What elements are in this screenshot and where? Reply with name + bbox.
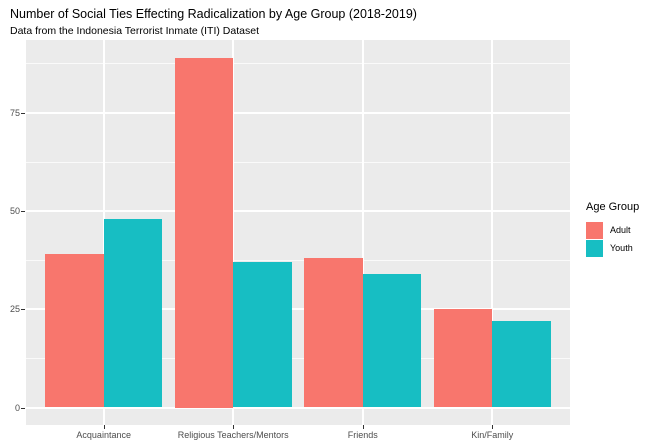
chart-subtitle: Data from the Indonesia Terrorist Inmate… <box>10 25 259 37</box>
bar-youth-3 <box>362 273 422 408</box>
gridline-vertical <box>491 40 494 425</box>
legend-entry-youth: Youth <box>586 239 639 257</box>
bar-youth-2 <box>233 261 292 408</box>
y-tick-label: 25 <box>9 304 20 315</box>
bar-adult-2 <box>174 57 234 408</box>
y-tick-mark <box>21 210 25 212</box>
legend: Age Group Adult Youth <box>586 201 639 257</box>
y-tick-label: 75 <box>9 107 20 118</box>
y-tick-mark <box>21 407 25 409</box>
gridline-minor <box>26 260 570 262</box>
bar-adult-3 <box>304 258 363 408</box>
y-tick-label: 0 <box>14 402 20 413</box>
x-category-label: Acquaintance <box>76 430 131 440</box>
x-tick-mark <box>492 425 494 429</box>
gridline-vertical <box>232 40 235 425</box>
y-tick-mark <box>21 309 25 311</box>
bar-youth-4 <box>492 320 551 408</box>
x-category-label: Religious Teachers/Mentors <box>177 430 289 440</box>
x-tick-mark <box>103 425 105 429</box>
legend-entry-adult: Adult <box>586 221 639 239</box>
legend-swatch-youth-icon <box>586 239 603 257</box>
gridline-major <box>26 308 570 311</box>
legend-label-youth: Youth <box>610 243 633 253</box>
gridline-major <box>26 209 570 212</box>
plot-panel <box>26 40 570 425</box>
legend-title: Age Group <box>586 201 640 213</box>
chart-title: Number of Social Ties Effecting Radicali… <box>10 7 417 21</box>
gridline-minor <box>26 63 570 65</box>
bar-adult-4 <box>434 309 493 408</box>
x-category-label: Friends <box>347 430 378 440</box>
x-tick-mark <box>362 425 364 429</box>
y-tick-mark <box>21 112 25 114</box>
bar-adult-1 <box>45 254 104 408</box>
legend-label-adult: Adult <box>610 225 631 235</box>
x-category-label: Kin/Family <box>471 430 514 440</box>
legend-swatch-adult-icon <box>586 221 603 239</box>
y-tick-label: 50 <box>9 205 20 216</box>
gridline-minor <box>26 358 570 360</box>
bar-youth-1 <box>103 218 162 408</box>
gridline-vertical <box>361 40 364 425</box>
gridline-minor <box>26 161 570 163</box>
gridline-major <box>26 406 570 409</box>
gridline-major <box>26 111 570 114</box>
x-tick-mark <box>233 425 235 429</box>
